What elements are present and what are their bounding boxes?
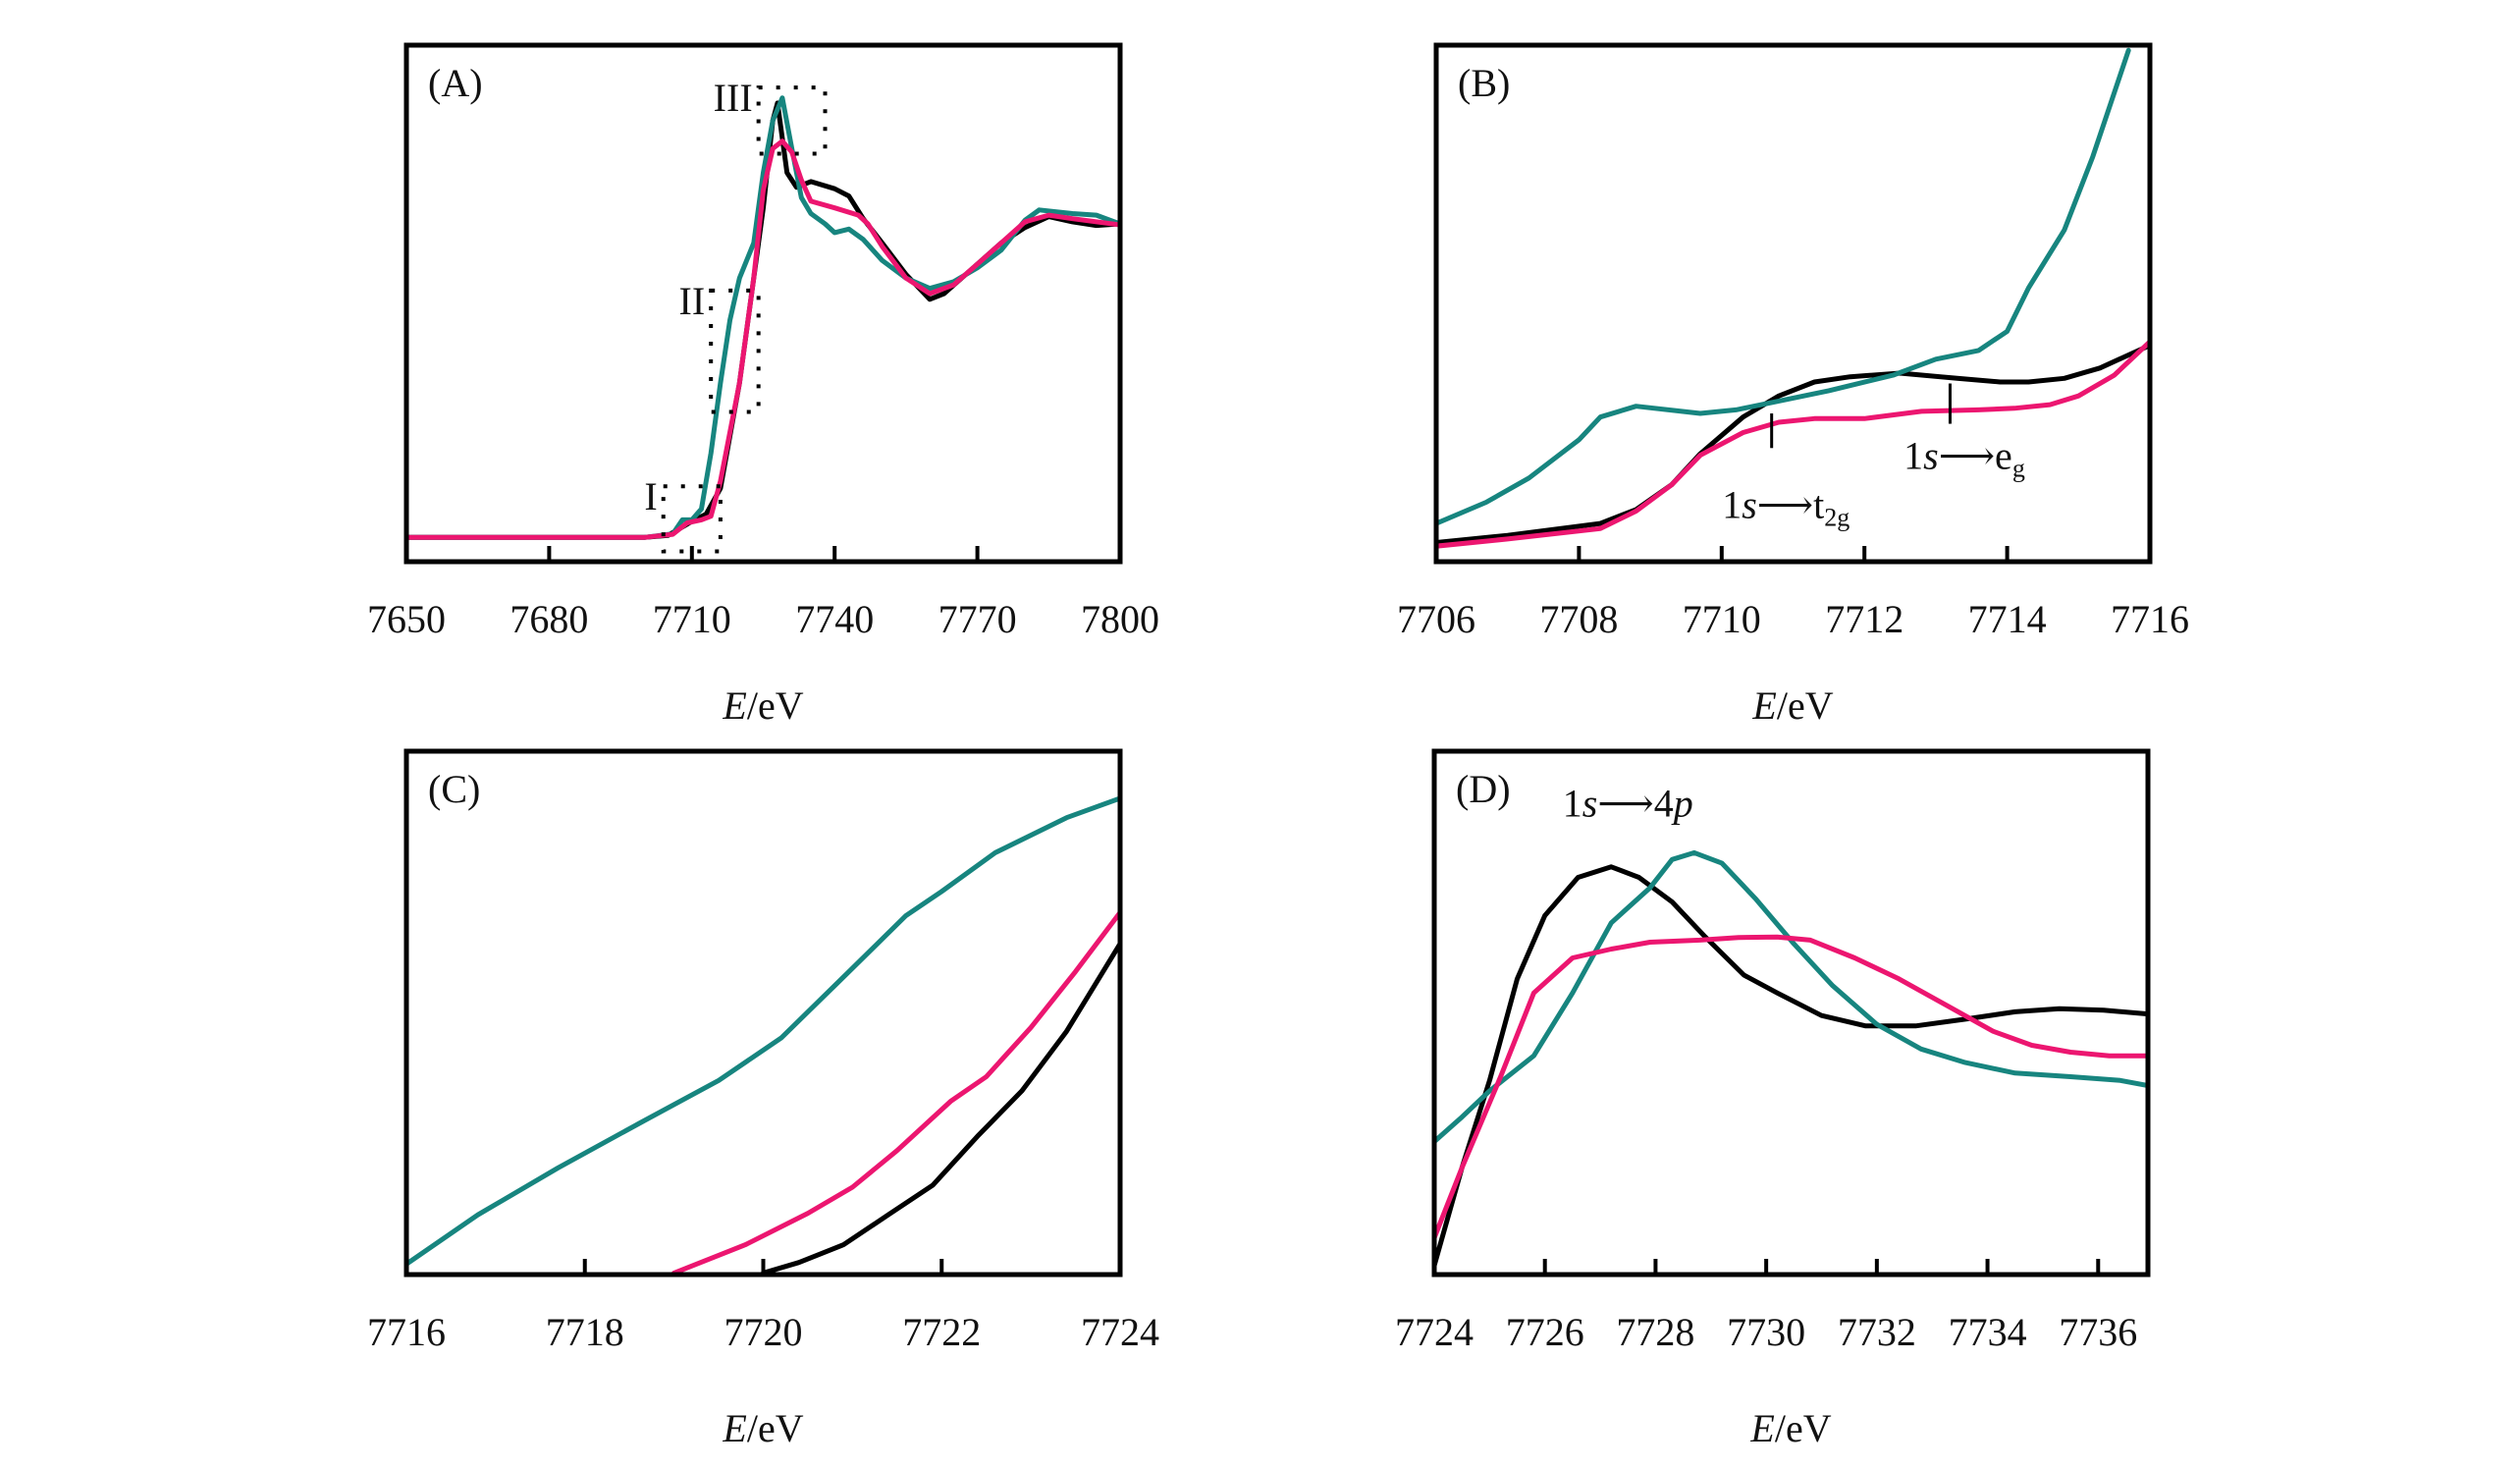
series-line-teal [1436,47,2131,526]
series-line-pink [671,909,1120,1275]
x-tick-label: 7800 [1081,597,1159,641]
x-tick-label: 7724 [1081,1310,1159,1354]
series-line-pink [1436,339,2150,549]
annot-target: e [1995,433,2012,477]
x-tick-label: 7722 [902,1310,981,1354]
x-axis-label-unit: /eV [747,683,804,728]
series-line-teal [406,95,1120,540]
x-tick-label: 7708 [1539,597,1618,641]
series-line-teal [1434,849,2148,1145]
transition-annotation: 1s⟶4p [1563,782,1693,826]
panel-label: (D) [1456,767,1511,811]
arrow-icon: ⟶ [1597,782,1653,826]
x-axis-label: E/eV [1751,683,1833,728]
region-box [756,85,828,156]
x-axis-label-symbol: E [722,1406,746,1450]
annot-orbital: s [1742,482,1757,526]
series-line-black [1434,864,2148,1269]
region-box [661,484,723,554]
x-tick-label: 7714 [1968,597,2047,641]
annot-target: 4 [1654,782,1674,826]
x-axis-label-unit: /eV [1775,1406,1832,1450]
series-line-pink [406,138,1120,540]
x-tick-label: 7770 [938,597,1017,641]
panel-label: (A) [428,61,483,105]
x-tick-label: 7710 [653,597,731,641]
panel-label: (C) [428,767,480,811]
x-axis-label: E/eV [722,1406,803,1450]
series-group [406,795,1120,1275]
x-tick-label: 7710 [1683,597,1761,641]
panel-d: 7724 7726 7728 7730 7732 7734 7736 E/eV (D) 1s⟶4p [1395,748,2151,1450]
series-group [406,95,1120,540]
x-tick-label: 7706 [1397,597,1475,641]
x-tick-label: 7724 [1395,1310,1474,1354]
x-tick-label: 7740 [795,597,874,641]
series-line-teal [406,795,1120,1267]
x-tick-label: 7650 [367,597,446,641]
x-axis-label-symbol: E [722,683,746,728]
annot-subscript: 2g [1824,503,1850,531]
x-tick-label: 7716 [2111,597,2189,641]
series-line-black [761,941,1120,1275]
arrow-icon: ⟶ [1939,433,1995,477]
x-tick-label: 7718 [546,1310,624,1354]
x-tick-label: 7726 [1506,1310,1584,1354]
x-tick-label: 7730 [1727,1310,1805,1354]
series-line-black [1436,343,2150,545]
annot-target: t [1813,482,1824,526]
transition-annotation: 1s⟶t2g [1722,482,1850,531]
series-group [1434,849,2148,1269]
x-tick-label: 7680 [509,597,588,641]
annot-pre: 1 [1903,433,1923,477]
plot-frame [403,42,1123,565]
x-axis-label-symbol: E [1751,683,1776,728]
panel-c: 7716 7718 7720 7722 7724 E/eV (C) [367,748,1159,1450]
panel-label: (B) [1458,61,1510,105]
series-line-pink [1434,934,2148,1241]
plot-frame [1433,42,2153,565]
x-tick-label: 7736 [2059,1310,2137,1354]
annot-pre: 1 [1722,482,1742,526]
plot-frame [1431,748,2151,1278]
region-box [709,288,761,414]
x-tick-label: 7716 [367,1310,446,1354]
series-group [1436,47,2150,549]
annot-target-orbital: p [1671,782,1693,826]
x-axis-label-unit: /eV [1777,683,1834,728]
x-tick-label: 7728 [1616,1310,1694,1354]
region-label: I [644,474,657,518]
annot-subscript: g [2012,454,2025,482]
arrow-icon: ⟶ [1757,482,1813,526]
x-tick-label: 7720 [724,1310,803,1354]
x-tick-label: 7734 [1949,1310,2027,1354]
x-tick-label: 7712 [1825,597,1903,641]
x-axis-label: E/eV [1749,1406,1831,1450]
x-axis-label-symbol: E [1749,1406,1774,1450]
x-axis-label: E/eV [722,683,803,728]
annot-orbital: s [1582,782,1598,826]
annot-pre: 1 [1563,782,1582,826]
panel-b: 7706 7708 7710 7712 7714 7716E/eV(B)1s⟶t2g1s⟶… [1397,42,2189,728]
x-tick-label: 7732 [1838,1310,1916,1354]
transition-annotation: 1s⟶eg [1903,433,2025,482]
annot-orbital: s [1923,433,1939,477]
x-axis-label-unit: /eV [747,1406,804,1450]
region-label: II [679,279,706,323]
region-label: III [714,76,753,120]
